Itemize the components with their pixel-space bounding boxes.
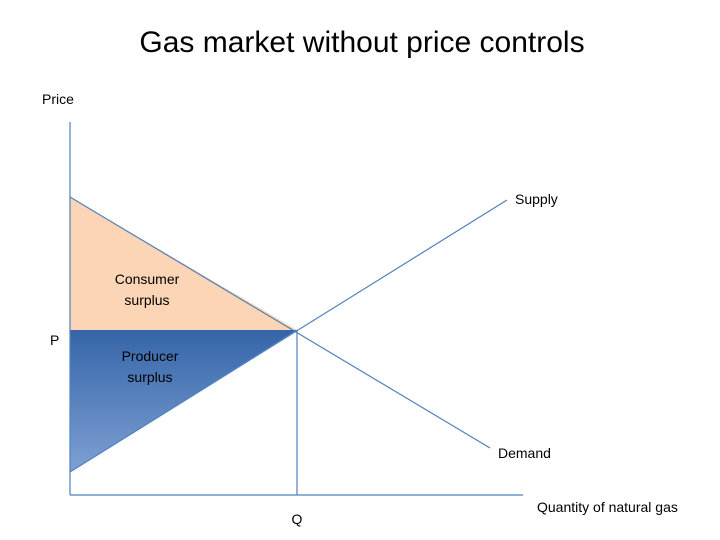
y-axis-label: Price [42, 91, 74, 107]
demand-label: Demand [498, 445, 551, 461]
price-mark: P [50, 332, 59, 348]
x-axis-label: Quantity of natural gas [537, 499, 678, 515]
demand-curve [69, 196, 491, 449]
producer-surplus-label: surplus [127, 369, 172, 385]
supply-curve [69, 199, 508, 473]
producer-surplus-label: Producer [122, 348, 179, 364]
consumer-surplus-label: surplus [124, 292, 169, 308]
quantity-mark: Q [292, 511, 303, 527]
consumer-surplus-label: Consumer [115, 271, 180, 287]
title: Gas market without price controls [139, 26, 584, 59]
supply-label: Supply [515, 191, 558, 207]
